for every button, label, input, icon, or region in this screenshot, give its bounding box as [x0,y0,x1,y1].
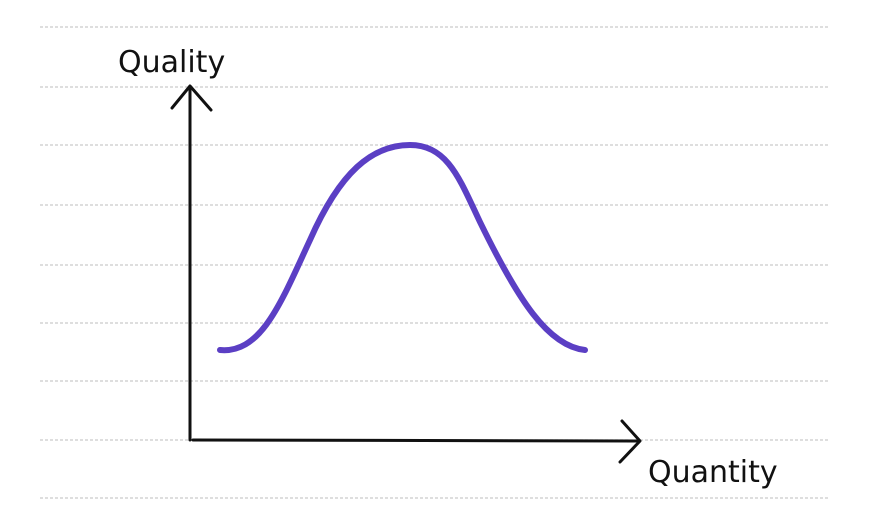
curve [217,141,588,354]
x-axis-arrow [618,419,642,464]
y-axis-arrow [170,84,213,112]
ruled-lines [40,26,830,499]
x-axis [191,438,640,443]
x-axis-label: Quantity [648,455,778,490]
y-axis-label: Quality [118,45,225,80]
